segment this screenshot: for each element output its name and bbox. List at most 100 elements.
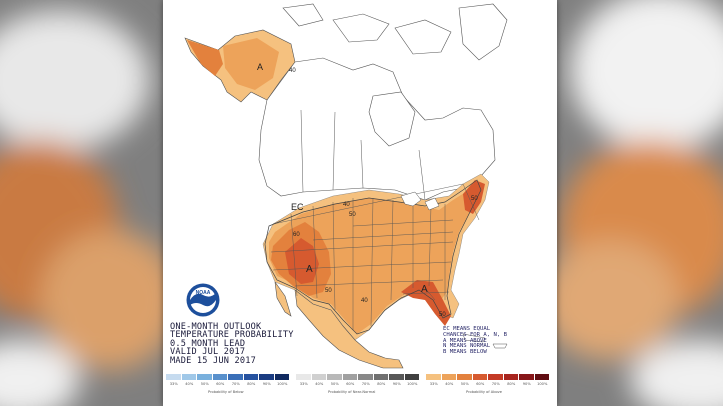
colorbar-below-tick: 50% [200,382,209,386]
fl-50-label: 50 [439,312,446,318]
legend-line-3: A MEANS ABOVE [443,337,487,344]
colorbar-below [166,374,290,380]
colorbar-normal-swatch [389,374,405,380]
colorbar-below-tick: 33% [169,382,178,386]
colorbar-normal-tick: 100% [407,382,418,386]
alaska-west-core [187,40,223,76]
hudson-bay [368,91,416,147]
alaska-a-label: A [257,62,263,72]
florida-above-region [401,280,451,326]
colorbar-normal-tick: 40% [315,382,324,386]
us-40-label: 40 [343,202,350,208]
colorbar-normal-swatch [327,374,343,380]
colorbar-below-swatch [166,374,182,380]
colorbar-normal-tick: 50% [330,382,339,386]
alaska-40-label: 40 [289,68,296,74]
colorbar-below-tick: 70% [231,382,240,386]
colorbar-above-tick: 33% [429,382,438,386]
colorbar-above-swatch [426,374,442,380]
title-line-2: TEMPERATURE PROBABILITY [170,330,294,341]
us-50-label: 50 [349,212,356,218]
colorbar-below-tick: 90% [262,382,271,386]
legend-line-2: CHANCES FOR A, N, B [443,331,507,338]
noaa-logo-icon: NOAA [186,283,220,317]
outlook-title-block: ONE-MONTH OUTLOOK TEMPERATURE PROBABILIT… [170,322,294,366]
colorbar-normal-swatch [373,374,389,380]
north-america-map: A 40 EC A 60 50 40 50 40 A 50 50 [163,0,557,372]
title-line-3: 0.5 MONTH LEAD [170,338,246,349]
noaa-logo-text: NOAA [196,290,211,296]
colorbar-above [426,374,550,380]
province-lines [300,109,426,201]
colorbar-below-swatch [274,374,290,380]
legend-line-1: EC MEANS EQUAL [443,326,491,332]
colorbar-above-tick: 70% [491,382,500,386]
se-a-label: A [421,284,428,295]
colorbar-normal-swatch [404,374,420,380]
northeast-above-region [463,180,485,214]
sw-60-label: 60 [293,232,300,238]
colorbar-above-caption: Probability of Above [466,390,503,394]
colorbar-above-swatch [503,374,519,380]
colorbar-below-tick: 80% [247,382,256,386]
tx-40-label: 40 [361,298,368,304]
colorbar-above-swatch [457,374,473,380]
title-line-1: ONE-MONTH OUTLOOK [170,322,262,332]
colorbar-normal-swatch [358,374,374,380]
colorbar-normal-tick: 80% [377,382,386,386]
colorbar-above-tick: 90% [522,382,531,386]
us-40-region [269,190,477,334]
colorbar-below-ticks: 33% 40% 50% 60% 70% 80% 90% 100% [166,382,290,386]
sw-a-label: A [306,264,313,275]
probability-colorbar: 33% 40% 50% 60% 70% 80% 90% 100% 33% 40% 50% 60% 70… [166,374,554,404]
colorbar-below-swatch [197,374,213,380]
colorbar-above-swatch [472,374,488,380]
colorbar-above-tick: 80% [507,382,516,386]
greenland [458,3,508,61]
colorbar-above-tick: 60% [476,382,485,386]
ec-label: EC [291,202,304,212]
colorbar-above-tick: 100% [537,382,548,386]
title-line-5: MADE 15 JUN 2017 [170,355,256,366]
us-border [264,179,482,335]
colorbar-normal [296,374,420,380]
colorbar-below-tick: 100% [277,382,288,386]
colorbar-normal-ticks: 33% 40% 50% 60% 70% 80% 90% 100% [296,382,420,386]
colorbar-normal-tick: 60% [346,382,355,386]
alaska-inner-region [223,38,279,90]
baja [274,281,292,317]
category-legend: EC MEANS EQUAL CHANCES FOR A, N, B A MEA… [443,326,507,356]
colorbar-below-swatch [228,374,244,380]
colorbar-normal-swatch [311,374,327,380]
colorbar-below-caption: Probability of Below [208,390,244,394]
colorbar-above-swatch [441,374,457,380]
colorbar-below-swatch [243,374,259,380]
colorbar-below-swatch [212,374,228,380]
colorbar-normal-tick: 33% [299,382,308,386]
legend-line-5: B MEANS BELOW [443,349,487,356]
state-boundaries [270,183,480,330]
colorbar-above-tick: 50% [460,382,469,386]
outlook-map-frame: A 40 EC A 60 50 40 50 40 A 50 50 NOAA ON… [163,0,557,406]
caribbean [462,333,508,349]
colorbar-normal-swatch [296,374,312,380]
colorbar-below-swatch [259,374,275,380]
title-line-4: VALID JUL 2017 [170,347,246,358]
ne-50-label: 50 [471,196,478,202]
colorbar-normal-swatch [342,374,358,380]
legend-line-4: N MEANS NORMAL [443,343,491,350]
colorbar-normal-caption: Probability of Near-Normal [328,390,376,394]
colorbar-above-swatch [534,374,550,380]
colorbar-above-swatch [519,374,535,380]
colorbar-normal-tick: 90% [392,382,401,386]
arctic-islands [282,3,452,55]
colorbar-below-swatch [181,374,197,380]
mexico-outline [294,289,404,369]
colorbar-normal-tick: 70% [361,382,370,386]
colorbar-above-ticks: 33% 40% 50% 60% 70% 80% 90% 100% [426,382,550,386]
colorbar-below-tick: 40% [185,382,194,386]
sw-50-label: 50 [325,288,332,294]
great-lakes [400,191,440,211]
colorbar-above-tick: 40% [445,382,454,386]
colorbar-below-tick: 60% [216,382,225,386]
